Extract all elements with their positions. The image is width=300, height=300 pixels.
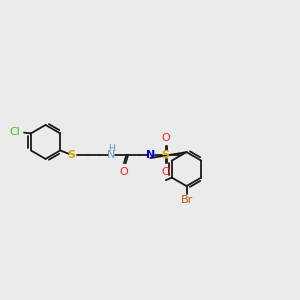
Text: H: H xyxy=(108,143,115,152)
Text: S: S xyxy=(67,150,75,160)
Text: Br: Br xyxy=(180,195,193,205)
Text: S: S xyxy=(162,150,170,160)
Text: N: N xyxy=(107,150,116,160)
Text: Cl: Cl xyxy=(10,127,21,137)
Text: O: O xyxy=(120,167,128,177)
Text: N: N xyxy=(146,150,155,160)
Text: O: O xyxy=(161,133,170,143)
Text: O: O xyxy=(161,167,170,177)
